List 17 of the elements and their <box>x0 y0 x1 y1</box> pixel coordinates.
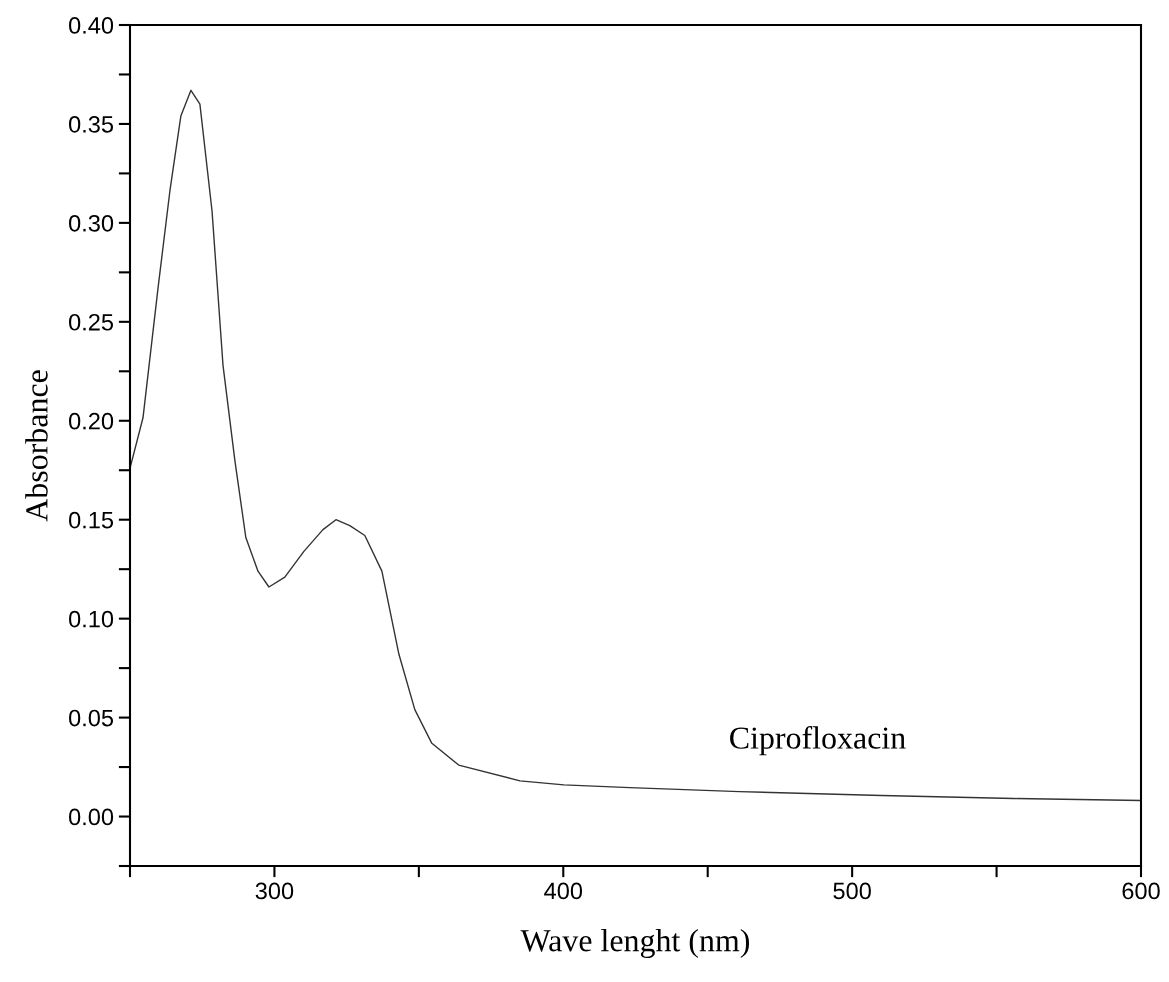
x-tick-label: 600 <box>1122 882 1160 900</box>
x-tick-label: 400 <box>544 882 583 900</box>
annotation: Ciprofloxacin <box>730 726 906 756</box>
y-tick-label: 0.05 <box>69 709 114 727</box>
y-tick-label: 0.35 <box>69 116 114 133</box>
y-axis-title: Absorbance <box>25 370 48 522</box>
y-tick-label: 0.20 <box>69 412 114 430</box>
y-tick-label: 0.25 <box>69 313 114 331</box>
y-tick-label: 0.10 <box>69 610 114 628</box>
line-series <box>130 89 1141 802</box>
y-tick-label: 0.40 <box>69 17 114 34</box>
x-tick-label: 300 <box>255 882 294 900</box>
y-tick-label: 0.00 <box>69 808 114 826</box>
x-axis-title: Wave lenght (nm) <box>520 928 750 959</box>
x-tick-label: 500 <box>833 882 871 900</box>
y-tick-label: 0.15 <box>69 511 114 529</box>
y-tick-label: 0.30 <box>69 214 114 232</box>
